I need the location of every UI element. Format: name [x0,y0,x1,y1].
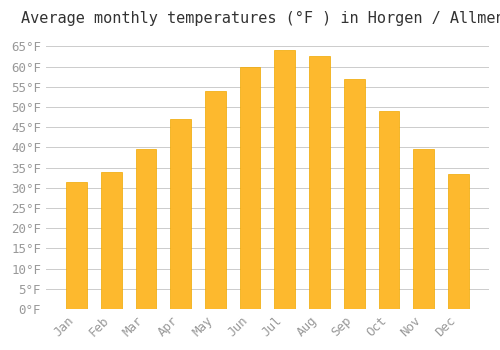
Bar [66,182,87,309]
Bar [136,149,156,309]
Bar [101,172,121,309]
Bar [448,174,469,309]
Bar [309,56,330,309]
Bar [205,91,226,309]
Bar [170,119,191,309]
Title: Average monthly temperatures (°F ) in Horgen / Allmend: Average monthly temperatures (°F ) in Ho… [21,11,500,26]
Bar [344,79,364,309]
Bar [274,50,295,309]
Bar [413,149,434,309]
Bar [240,66,260,309]
Bar [378,111,400,309]
